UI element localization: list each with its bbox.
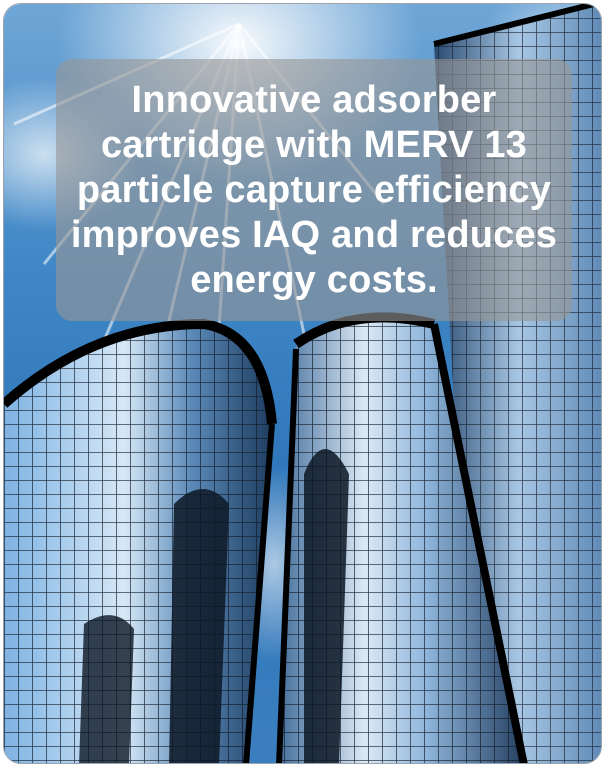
photo-card: Innovative adsorber cartridge with MERV …	[3, 3, 602, 764]
middle-tower	[276, 312, 528, 763]
caption-text: Innovative adsorber cartridge with MERV …	[70, 78, 558, 301]
left-tower	[4, 318, 277, 763]
caption-box: Innovative adsorber cartridge with MERV …	[56, 59, 572, 321]
